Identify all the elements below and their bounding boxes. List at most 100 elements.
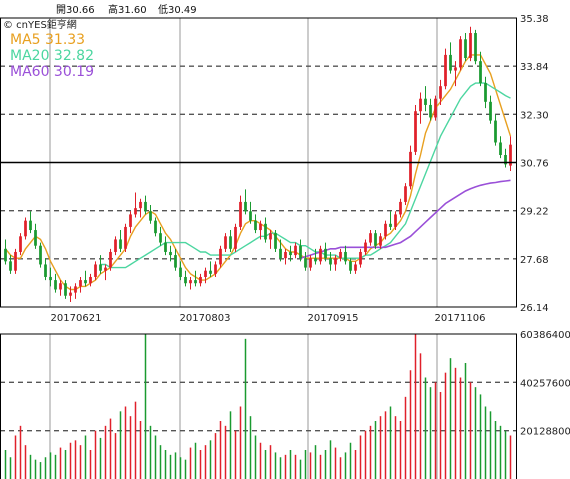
candle-body: [89, 276, 92, 284]
candle-body: [219, 248, 222, 265]
volume-bar: [89, 450, 92, 479]
candle-body: [309, 258, 312, 268]
candle-body: [169, 251, 172, 256]
volume-bar: [174, 452, 177, 479]
volume-bar: [64, 450, 67, 479]
volume-panel: 60386400 40257600 20128800: [0, 330, 570, 479]
volume-bar: [169, 454, 172, 479]
volume-bar: [384, 411, 387, 479]
candle-body: [304, 258, 307, 268]
volume-bar: [504, 430, 507, 479]
candle-body: [244, 201, 247, 212]
volume-bar: [4, 450, 7, 479]
legend-ma5: MA5 31.33: [10, 32, 85, 48]
volume-bar: [199, 450, 202, 479]
header-info: 開30.66 高31.60 低30.49: [56, 3, 197, 16]
volume-bar: [184, 459, 187, 479]
candle-body: [24, 220, 27, 237]
candle-body: [299, 245, 302, 259]
candle-body: [29, 220, 32, 231]
volume-bar: [44, 457, 47, 479]
candle-body: [444, 54, 447, 87]
candle-body: [189, 280, 192, 284]
candle-body: [469, 33, 472, 59]
volume-bar: [164, 450, 167, 479]
candle-body: [69, 292, 72, 296]
candle-body: [39, 245, 42, 265]
candle-body: [429, 104, 432, 118]
candle-body: [129, 214, 132, 227]
volume-bar: [49, 452, 52, 479]
candle-body: [404, 186, 407, 202]
candle-body: [184, 276, 187, 284]
volume-bar: [39, 462, 42, 479]
volume-bar: [289, 450, 292, 479]
volume-bar: [354, 450, 357, 479]
y-tick-label: 32.30: [520, 110, 549, 121]
volume-bar: [219, 421, 222, 479]
volume-bar: [364, 430, 367, 479]
volume-bar: [414, 334, 417, 479]
volume-bar: [244, 338, 247, 479]
candle-body: [434, 98, 437, 118]
volume-bar: [54, 454, 57, 479]
x-tick-label: 20170915: [308, 313, 359, 324]
volume-bar: [224, 425, 227, 479]
volume-bar: [434, 382, 437, 479]
candle-body: [144, 201, 147, 212]
volume-bar: [19, 425, 22, 479]
volume-bar: [439, 392, 442, 479]
candle-body: [499, 142, 502, 155]
volume-bar: [479, 394, 482, 479]
date-x-axis: 20170621 20170803 20170915 20171106: [51, 313, 486, 324]
candle-body: [204, 270, 207, 277]
candle-body: [439, 86, 442, 99]
volume-bar: [104, 425, 107, 479]
volume-bar: [29, 454, 32, 479]
candle-body: [509, 144, 512, 166]
candle-body: [294, 245, 297, 256]
volume-bar: [124, 406, 127, 479]
candle-body: [464, 39, 467, 59]
volume-bar: [34, 459, 37, 479]
legend-ma20: MA20 32.82: [10, 48, 94, 64]
candle-body: [64, 283, 67, 296]
candle-body: [44, 264, 47, 277]
volume-bar: [339, 457, 342, 479]
candle-body: [289, 251, 292, 256]
volume-bar: [369, 425, 372, 479]
ma20-line: [100, 82, 511, 269]
candlesticks: [4, 26, 512, 302]
candle-body: [174, 255, 177, 268]
candle-body: [194, 280, 197, 284]
ma5-line: [4, 54, 512, 291]
ma60-line: [300, 179, 511, 259]
candle-body: [479, 61, 482, 84]
candle-body: [59, 283, 62, 290]
candle-body: [414, 111, 417, 152]
volume-bar: [154, 435, 157, 479]
volume-bar: [329, 440, 332, 479]
volume-bar: [494, 421, 497, 479]
candle-body: [359, 251, 362, 265]
volume-bar: [129, 416, 132, 479]
volume-bar: [464, 363, 467, 479]
volume-bar: [194, 442, 197, 479]
volume-tick-label: 20128800: [520, 427, 570, 438]
candle-body: [264, 223, 267, 240]
volume-bar: [69, 442, 72, 479]
candle-body: [354, 264, 357, 271]
volume-grid: [0, 334, 516, 479]
candle-body: [254, 220, 257, 231]
candle-body: [494, 120, 497, 143]
volume-bar: [459, 377, 462, 479]
candle-body: [274, 233, 277, 249]
candle-body: [329, 258, 332, 265]
candle-body: [109, 251, 112, 268]
volume-bar: [159, 445, 162, 479]
volume-bar: [94, 430, 97, 479]
candle-body: [119, 239, 122, 249]
candle-body: [154, 220, 157, 234]
volume-bar: [249, 416, 252, 479]
volume-bar: [449, 358, 452, 479]
